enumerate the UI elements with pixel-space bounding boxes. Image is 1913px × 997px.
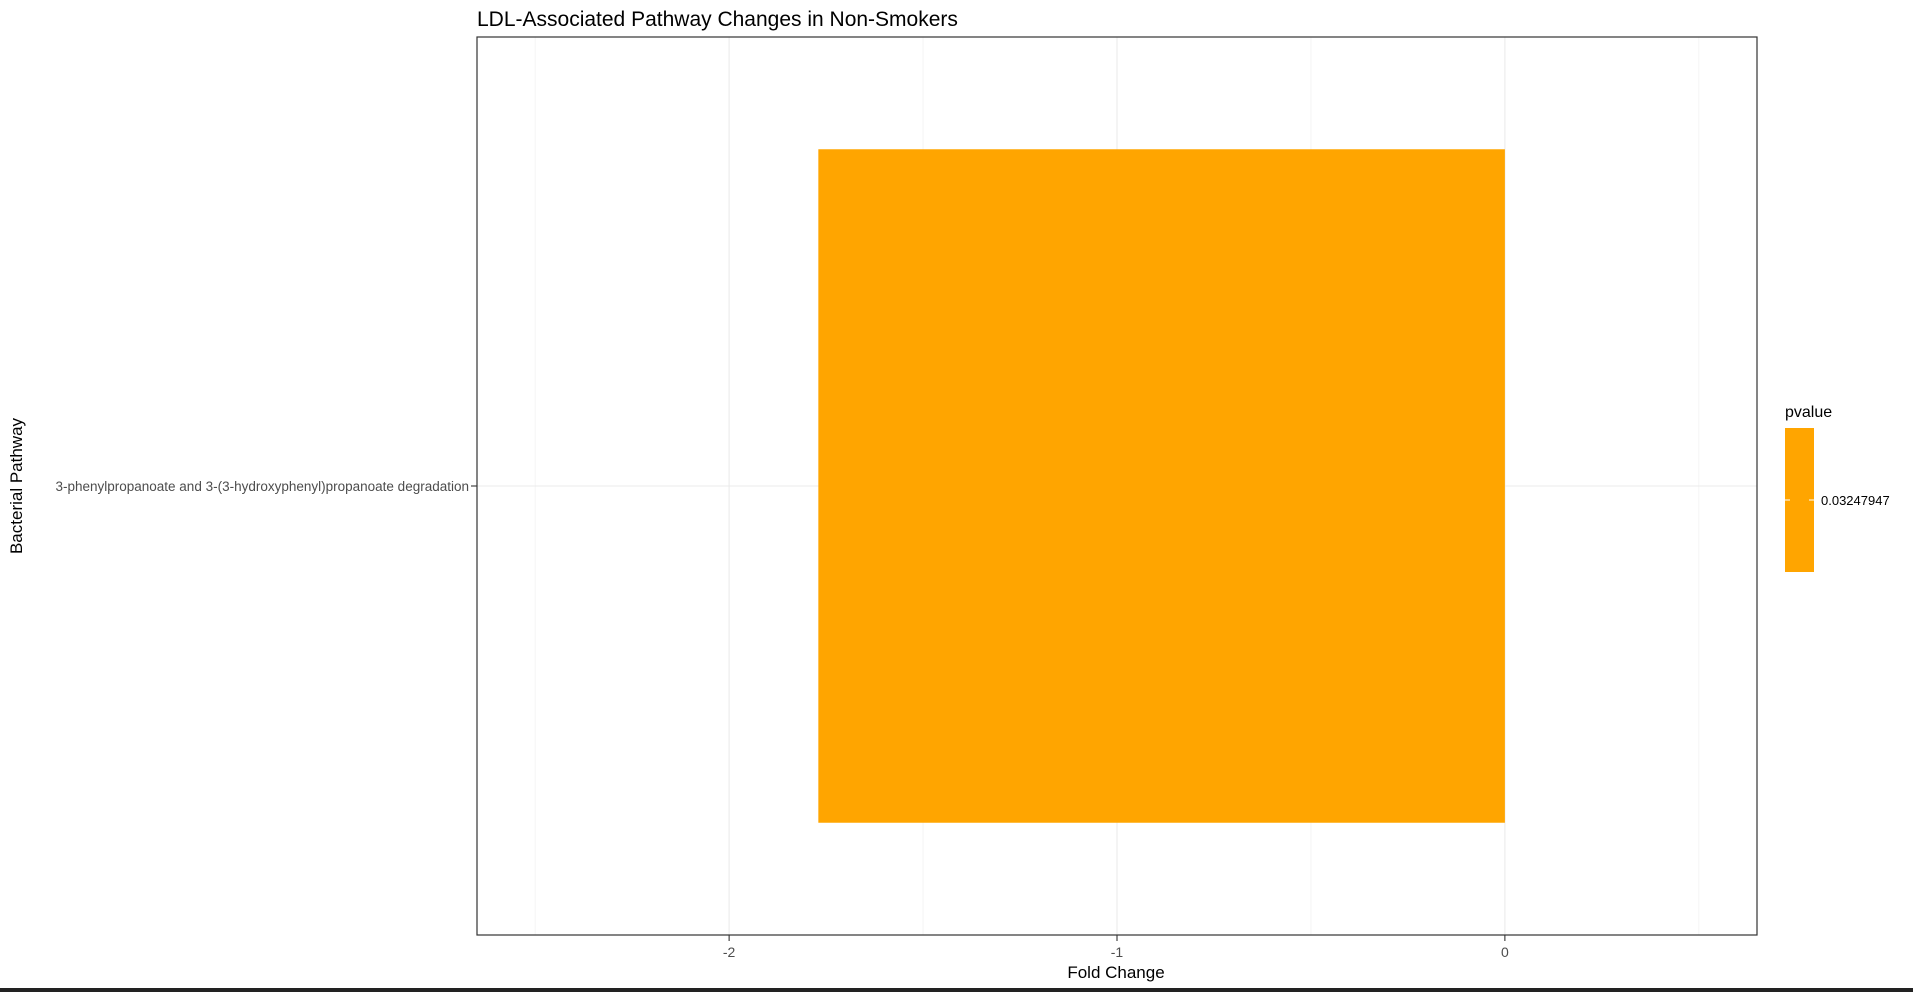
x-tick-label: -2 <box>723 944 736 960</box>
y-tick-label: 3-phenylpropanoate and 3-(3-hydroxypheny… <box>55 479 469 494</box>
x-tick-label: -1 <box>1111 944 1124 960</box>
bar <box>818 149 1505 823</box>
legend-title: pvalue <box>1785 404 1832 421</box>
x-axis: -2 -1 0 <box>723 935 1509 960</box>
bottom-border <box>0 988 1913 992</box>
x-axis-title: Fold Change <box>1067 963 1164 982</box>
bars <box>818 149 1505 823</box>
legend: pvalue 0.03247947 <box>1785 404 1890 572</box>
legend-label: 0.03247947 <box>1821 493 1890 508</box>
y-axis-title: Bacterial Pathway <box>7 417 26 554</box>
x-tick-label: 0 <box>1501 944 1509 960</box>
chart-title: LDL-Associated Pathway Changes in Non-Sm… <box>477 8 958 31</box>
y-axis: 3-phenylpropanoate and 3-(3-hydroxypheny… <box>55 479 477 494</box>
